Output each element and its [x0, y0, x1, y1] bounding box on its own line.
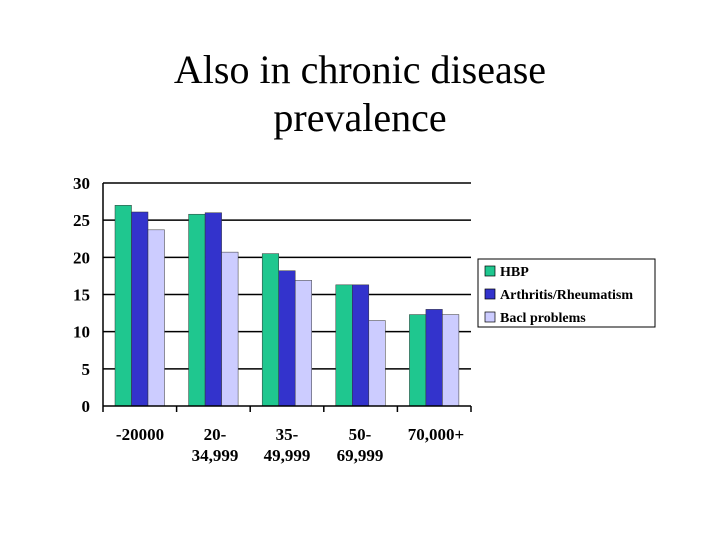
- bar-arthritis-rheumatism-4: [425, 309, 443, 407]
- legend-label: Bacl problems: [500, 311, 586, 326]
- bars: [114, 205, 460, 407]
- y-tick-label: 10: [73, 323, 90, 342]
- bar-hbp-2: [261, 253, 279, 407]
- legend-label: HBP: [500, 265, 529, 280]
- x-tick-label: 35-: [276, 425, 299, 444]
- y-tick-label: 0: [82, 397, 91, 416]
- legend-label: Arthritis/Rheumatism: [500, 288, 633, 303]
- y-tick-label: 25: [73, 211, 90, 230]
- y-tick-label: 15: [73, 286, 90, 305]
- x-tick-label: 70,000+: [408, 425, 464, 444]
- bar-arthritis-rheumatism-1: [204, 212, 222, 407]
- x-tick-label: -20000: [116, 425, 164, 444]
- y-tick-label: 5: [82, 360, 91, 379]
- bar-hbp-4: [409, 314, 427, 407]
- y-tick-labels: 0 5 10 15 20 25 30: [73, 174, 90, 416]
- axes: [102, 183, 472, 412]
- x-tick-label: 20-: [204, 425, 227, 444]
- bar-arthritis-rheumatism-3: [352, 284, 370, 407]
- bar-hbp-3: [335, 284, 353, 407]
- y-tick-label: 20: [73, 248, 90, 267]
- legend: HBP Arthritis/Rheumatism Bacl problems: [477, 258, 656, 328]
- bar-arthritis-rheumatism-2: [278, 270, 296, 407]
- x-tick-labels: -20000 20- 34,999 35- 49,999 50- 69,999 70,000+: [116, 425, 464, 465]
- legend-swatch: [484, 288, 496, 300]
- bar-bacl-problems-4: [442, 314, 460, 407]
- bar-bacl-problems-1: [221, 251, 239, 407]
- bar-bacl-problems-3: [368, 320, 386, 407]
- title-line-1: Also in chronic disease: [173, 47, 547, 92]
- slide-title: Also in chronic disease prevalence: [0, 46, 720, 142]
- bar-bacl-problems-2: [294, 280, 312, 407]
- bar-bacl-problems-0: [147, 229, 165, 407]
- bar-hbp-0: [114, 205, 132, 407]
- x-tick-label: 49,999: [264, 446, 311, 465]
- x-tick-label: 69,999: [337, 446, 384, 465]
- x-tick-label: 50-: [349, 425, 372, 444]
- legend-swatch: [484, 265, 496, 277]
- bar-hbp-1: [188, 213, 206, 407]
- title-line-2: prevalence: [273, 95, 447, 140]
- legend-box: [477, 258, 656, 328]
- bar-arthritis-rheumatism-0: [131, 211, 149, 407]
- y-tick-label: 30: [73, 174, 90, 193]
- legend-swatch: [484, 311, 496, 323]
- x-tick-label: 34,999: [192, 446, 239, 465]
